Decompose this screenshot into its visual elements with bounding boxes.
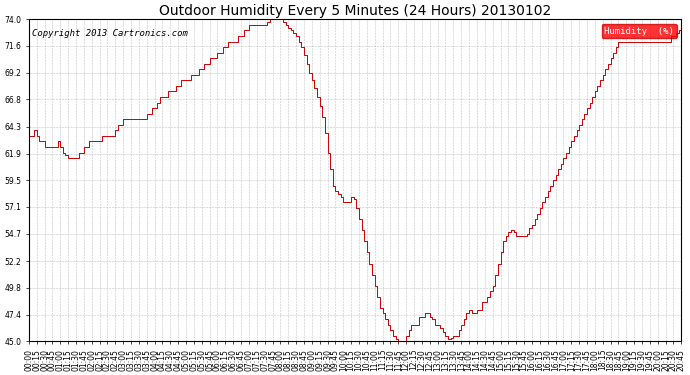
Text: Copyright 2013 Cartronics.com: Copyright 2013 Cartronics.com [32,29,188,38]
Legend: Humidity  (%): Humidity (%) [602,24,677,38]
Title: Outdoor Humidity Every 5 Minutes (24 Hours) 20130102: Outdoor Humidity Every 5 Minutes (24 Hou… [159,4,551,18]
